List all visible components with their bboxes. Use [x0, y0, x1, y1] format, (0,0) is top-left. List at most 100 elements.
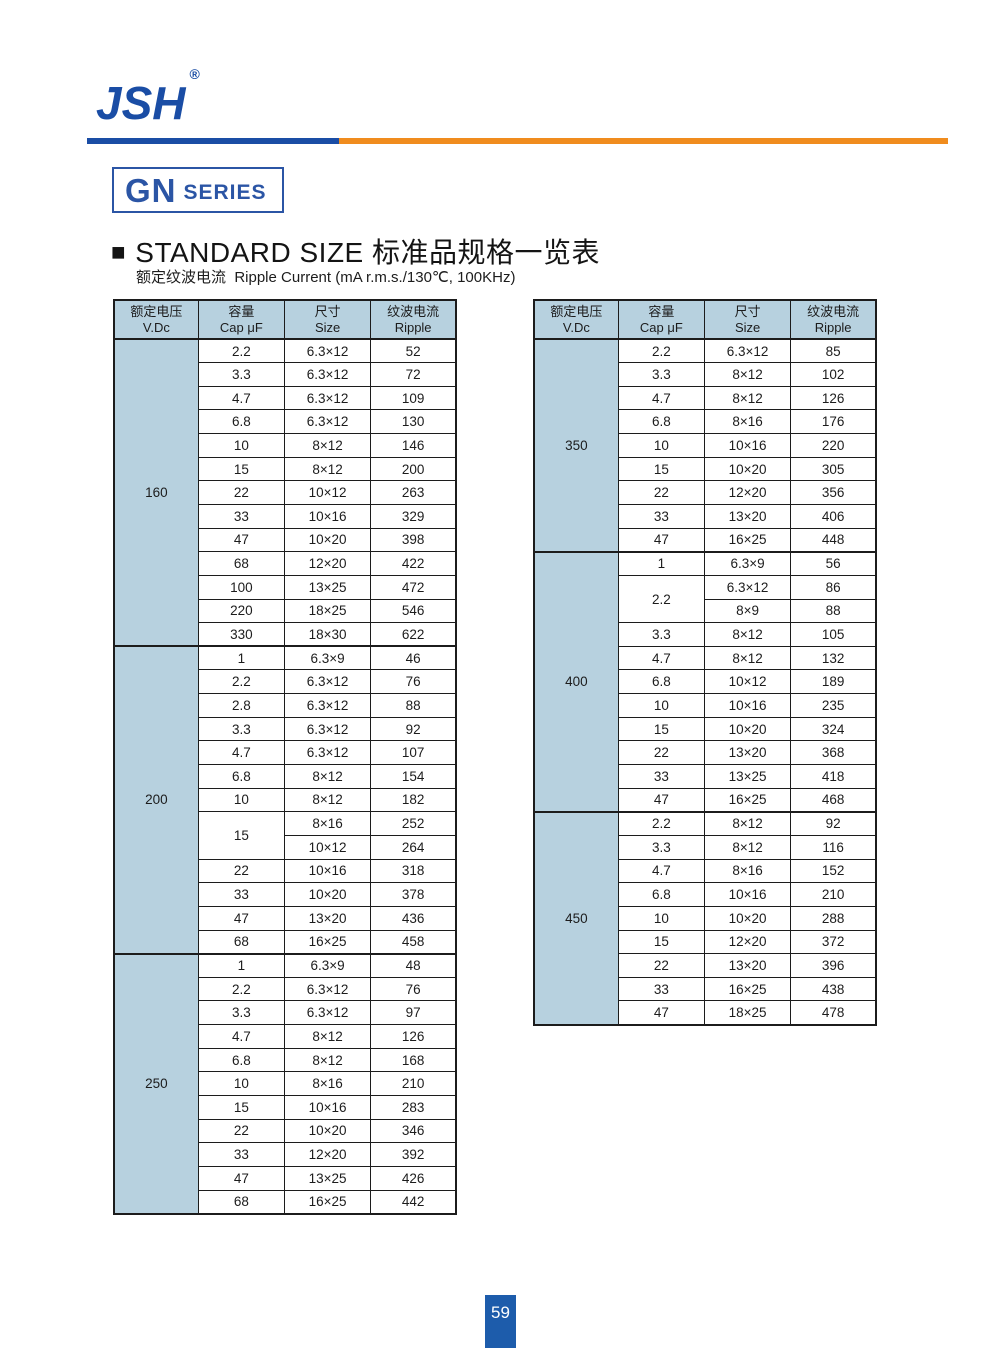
cap-value: 10	[617, 433, 705, 458]
size-value: 13×25	[703, 764, 792, 789]
cap-value: 6.8	[617, 409, 705, 435]
size-value: 6.3×12	[283, 362, 372, 387]
size-value: 10×12	[283, 834, 372, 860]
spec-row: 15 12×20 372	[534, 929, 877, 955]
cap-value: 22	[197, 480, 285, 505]
spec-row: 10 10×20 288	[534, 905, 877, 931]
ripple-value: 130	[370, 409, 457, 435]
size-value: 6.3×12	[283, 409, 372, 435]
cap-value: 68	[197, 551, 285, 576]
cap-value: 1	[197, 645, 285, 671]
size-value: 13×20	[703, 503, 792, 529]
cap-value: 10	[197, 433, 285, 458]
ripple-value: 392	[370, 1142, 457, 1167]
cap-value: 4.7	[617, 858, 705, 884]
ripple-value: 378	[370, 882, 457, 907]
size-value: 10×16	[283, 503, 372, 529]
section-heading: ■ STANDARD SIZE 标准品规格一览表	[111, 231, 600, 271]
size-value: 6.3×12	[283, 385, 372, 411]
table-header-row: 额定电压 V.Dc 容量 Cap μF 尺寸 Size 纹波电流 Ripple	[113, 299, 457, 340]
size-value: 10×16	[703, 882, 792, 907]
spec-row: 47 18×25 478	[534, 1000, 877, 1026]
ripple-value: 210	[790, 882, 877, 907]
cap-value: 3.3	[617, 362, 705, 387]
series-suffix: SERIES	[183, 181, 267, 204]
ripple-value: 356	[790, 480, 877, 505]
cap-value: 4.7	[197, 1024, 285, 1049]
ripple-value: 105	[790, 622, 877, 647]
spec-row: 3.3 6.3×12 92	[114, 716, 457, 742]
ripple-value: 472	[370, 574, 457, 600]
size-value: 10×16	[703, 693, 792, 718]
size-value: 10×12	[703, 669, 792, 695]
ripple-value: 252	[370, 811, 457, 836]
cap-value: 15	[617, 716, 705, 742]
size-value: 12×20	[703, 480, 792, 505]
size-value: 12×20	[283, 551, 372, 576]
spec-row: 47 16×25 448	[534, 527, 877, 553]
size-value: 16×25	[703, 787, 792, 813]
size-value: 8×12	[283, 1047, 372, 1073]
size-value: 8×16	[283, 1071, 372, 1096]
section-title: STANDARD SIZE 标准品规格一览表	[135, 237, 601, 268]
size-value: 10×16	[283, 1095, 372, 1120]
spec-row: 22 10×12 263	[114, 480, 457, 505]
cap-value: 10	[617, 905, 705, 931]
ripple-value: 52	[370, 338, 457, 364]
size-value: 16×25	[703, 527, 792, 553]
spec-row: 3.3 8×12 105	[534, 622, 877, 647]
ripple-value: 126	[790, 385, 877, 411]
ripple-value: 146	[370, 433, 457, 458]
size-value: 10×20	[283, 527, 372, 553]
size-column-header: 尺寸 Size	[703, 299, 792, 340]
cap-value: 6.8	[617, 882, 705, 907]
size-value: 10×12	[283, 480, 372, 505]
cap-value: 3.3	[617, 622, 705, 647]
ripple-value: 372	[790, 929, 877, 955]
spec-row: 4.7 8×16 152	[534, 858, 877, 884]
cap-value: 10	[617, 693, 705, 718]
table-header-row: 额定电压 V.Dc 容量 Cap μF 尺寸 Size 纹波电流 Ripple	[533, 299, 877, 340]
size-value: 10×16	[703, 433, 792, 458]
ripple-value: 168	[370, 1047, 457, 1073]
ripple-value: 220	[790, 433, 877, 458]
size-value: 8×12	[703, 810, 792, 836]
ripple-value: 546	[370, 598, 457, 624]
ripple-value: 97	[370, 1000, 457, 1026]
cap-column-header: 容量 Cap μF	[197, 299, 285, 340]
voltage-value: 350	[533, 338, 619, 553]
size-value: 6.3×12	[283, 1000, 372, 1026]
cap-value: 1	[617, 550, 705, 576]
cap-value: 22	[197, 858, 285, 884]
ripple-value: 468	[790, 787, 877, 813]
ripple-value: 264	[370, 834, 457, 860]
cap-value: 2.2	[197, 976, 285, 1002]
cap-value: 10	[197, 787, 285, 813]
ripple-value: 72	[370, 362, 457, 387]
voltage-value: 450	[533, 810, 619, 1026]
cap-value: 6.8	[197, 764, 285, 789]
size-value: 12×20	[703, 929, 792, 955]
size-value: 13×20	[283, 905, 372, 931]
size-value: 8×12	[703, 385, 792, 411]
size-value: 10×20	[283, 1118, 372, 1144]
size-value: 13×25	[283, 1165, 372, 1191]
cap-value: 4.7	[617, 385, 705, 411]
cap-value: 22	[617, 480, 705, 505]
cap-column-header: 容量 Cap μF	[617, 299, 705, 340]
ripple-value: 86	[790, 574, 877, 600]
ripple-value: 288	[790, 905, 877, 931]
size-value: 6.3×12	[283, 693, 372, 718]
cap-value: 47	[617, 527, 705, 553]
spec-row: 33 12×20 392	[114, 1142, 457, 1167]
ripple-value: 210	[370, 1071, 457, 1096]
spec-row: 2.2 6.3×12 86	[534, 574, 877, 624]
cap-value: 10	[197, 1071, 285, 1096]
size-value: 8×12	[283, 456, 372, 482]
spec-row: 47 13×25 426	[114, 1165, 457, 1191]
cap-value: 2.8	[197, 693, 285, 718]
ripple-value: 46	[370, 645, 457, 671]
cap-value: 22	[617, 953, 705, 978]
spec-row: 200 1 6.3×9 46	[113, 645, 457, 955]
cap-value: 15	[197, 811, 285, 860]
